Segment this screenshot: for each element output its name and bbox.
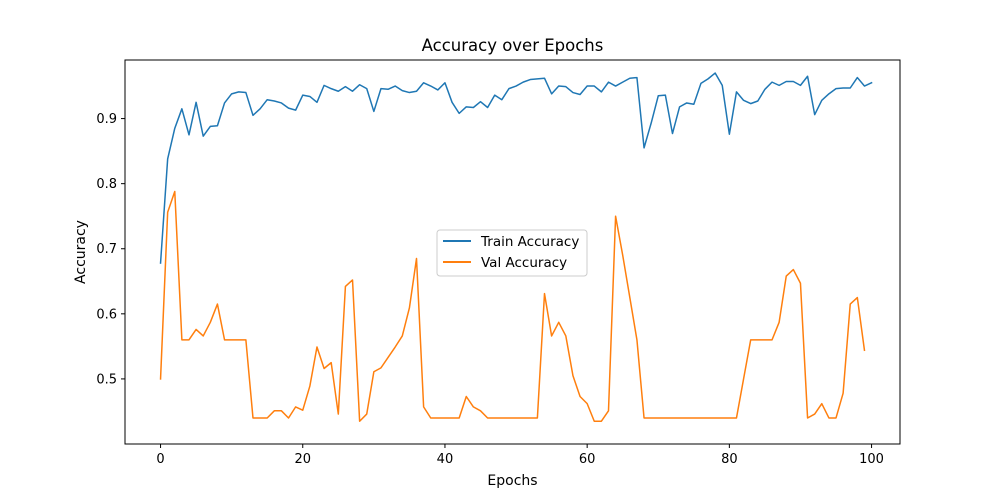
legend-label-train: Train Accuracy: [480, 234, 579, 250]
y-tick-label: 0.8: [96, 177, 117, 192]
chart-title: Accuracy over Epochs: [422, 36, 604, 55]
axis-ticks: 0 20 40 60 80 100 0.5 0.6 0.7 0.8 0.9: [96, 112, 884, 467]
x-tick-label: 80: [721, 452, 738, 467]
y-tick-label: 0.9: [96, 112, 117, 127]
plot-area: [159, 72, 873, 422]
series-line-train: [159, 72, 873, 264]
y-axis-label: Accuracy: [73, 220, 89, 284]
x-axis-label: Epochs: [487, 473, 537, 489]
x-tick-label: 20: [294, 452, 311, 467]
x-tick-label: 60: [579, 452, 596, 467]
x-tick-label: 40: [437, 452, 454, 467]
x-tick-label: 100: [859, 452, 884, 467]
axes-frame: [124, 59, 901, 445]
y-tick-label: 0.5: [96, 372, 117, 387]
legend-box: [436, 229, 588, 277]
y-tick-label: 0.7: [96, 242, 117, 257]
series-line-val: [159, 190, 866, 422]
x-tick-label: 0: [156, 452, 164, 467]
y-tick-label: 0.6: [96, 307, 117, 322]
legend: Train Accuracy Val Accuracy: [436, 229, 588, 277]
legend-label-val: Val Accuracy: [481, 255, 567, 271]
